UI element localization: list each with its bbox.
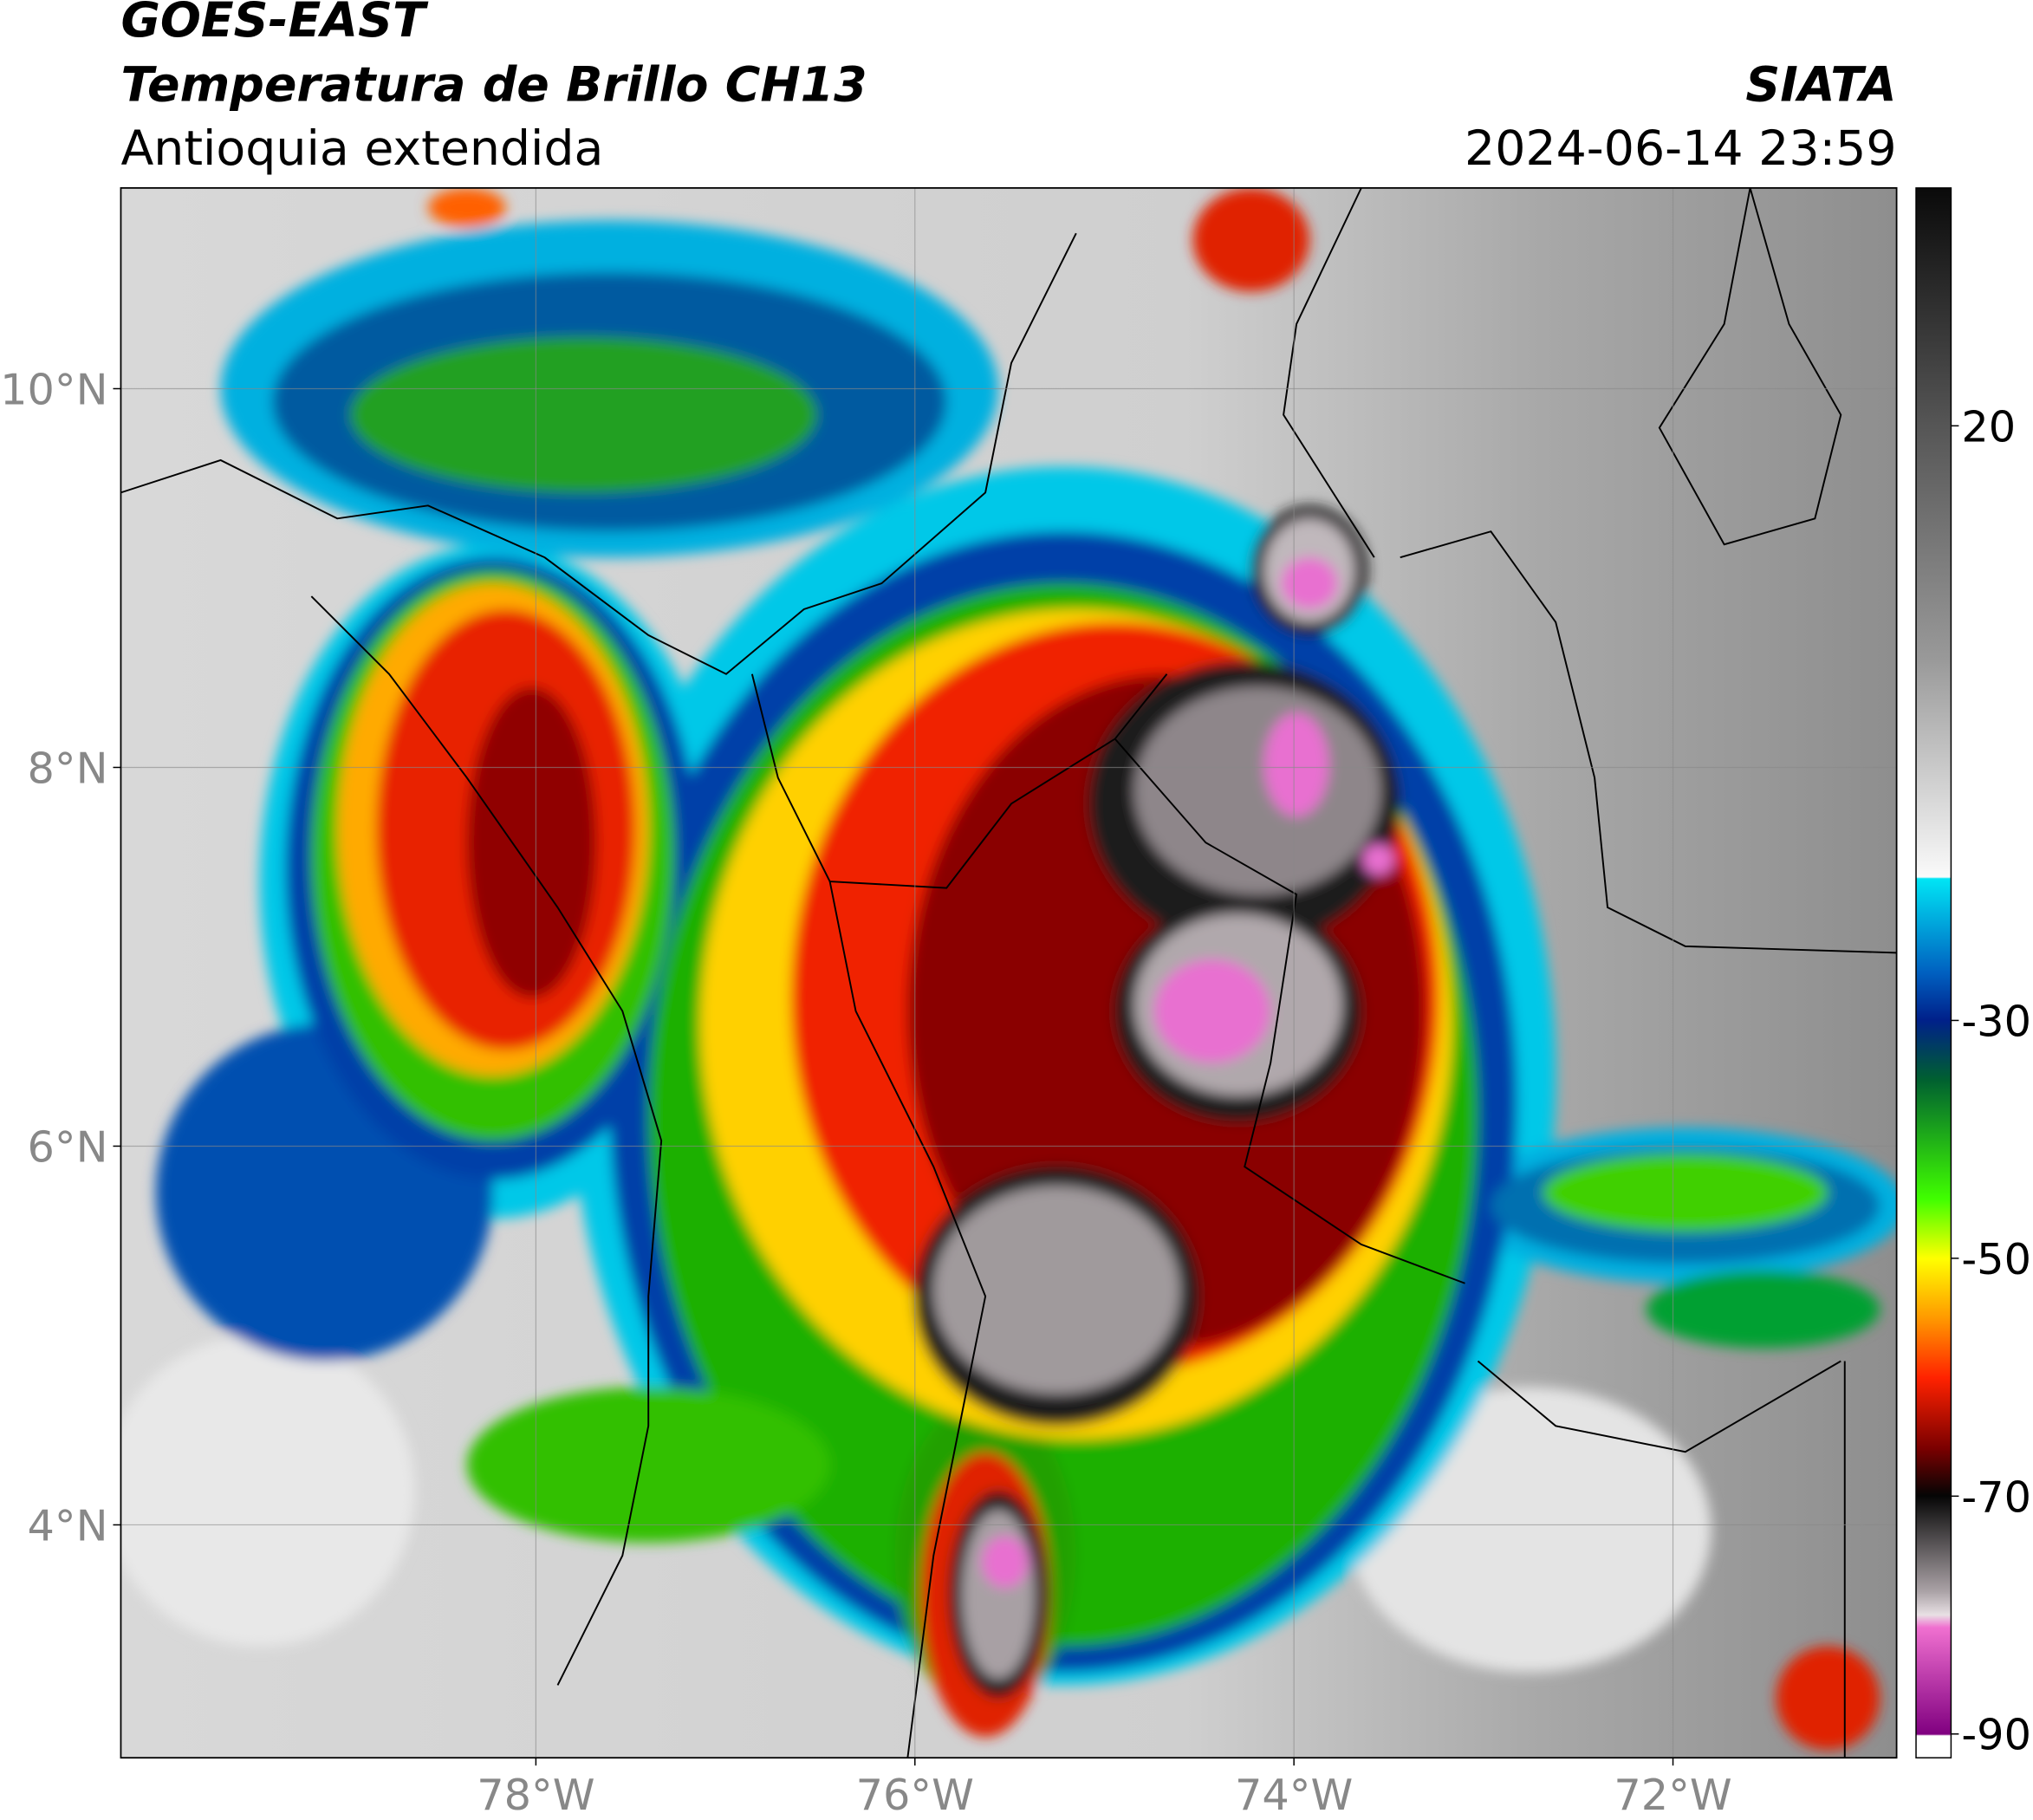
x-tick-label: 78°W: [477, 1770, 594, 1820]
x-tick-label: 72°W: [1614, 1770, 1731, 1820]
y-tick-label: 6°N: [28, 1121, 108, 1172]
satellite-image: [120, 187, 1897, 1758]
y-tick-label: 10°N: [0, 364, 107, 414]
colorbar-tick-label: -50: [1961, 1234, 2031, 1284]
boundaries: [120, 187, 1897, 1758]
colorbar-tick-label: -90: [1961, 1710, 2031, 1760]
timestamp: 2024-06-14 23:59: [1465, 121, 1897, 177]
y-tick-label: 8°N: [28, 743, 108, 793]
map-frame: [120, 186, 1898, 1759]
colorbar-tick-label: 20: [1961, 401, 2016, 452]
subtitle: Temperatura de Brillo CH13: [120, 58, 867, 114]
title: GOES-EAST: [120, 0, 429, 49]
colorbar-tick-label: -30: [1961, 996, 2031, 1046]
source: SIATA: [1745, 58, 1896, 114]
colorbar-tick-label: -70: [1961, 1472, 2031, 1522]
x-tick-label: 74°W: [1235, 1770, 1353, 1820]
x-tick-label: 76°W: [856, 1770, 974, 1820]
y-tick-label: 4°N: [28, 1500, 108, 1550]
colorbar: [1915, 187, 1952, 1758]
region: Antioquia extendida: [120, 121, 603, 177]
grid: [120, 187, 1897, 1758]
